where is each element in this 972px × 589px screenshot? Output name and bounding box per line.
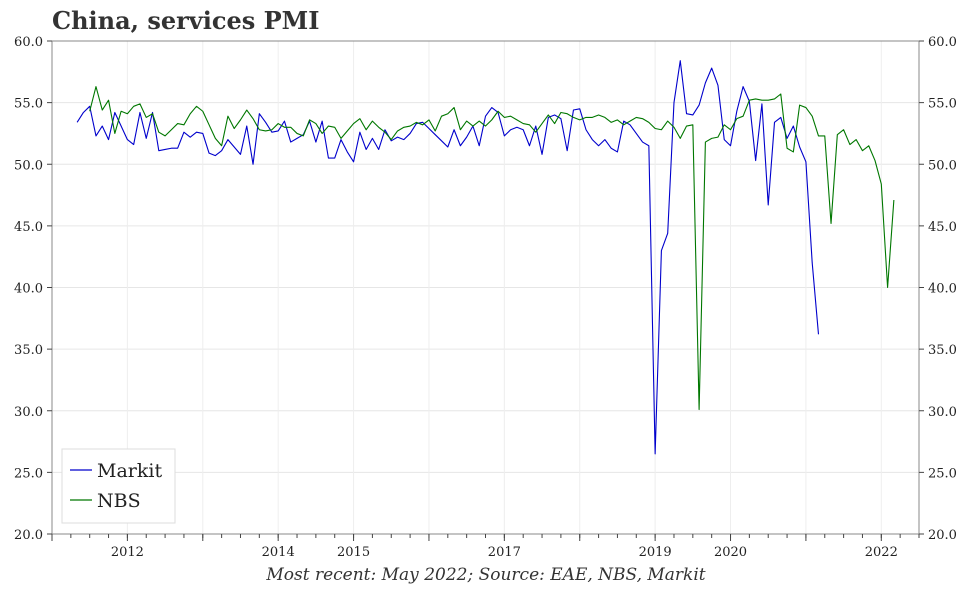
y-axis-left: 20.0 25.0 30.0 35.0 40.0 45.0 50.0 55.0 60.0 [14, 35, 52, 543]
y-tick-label-right: 50.0 [928, 158, 957, 173]
x-tick-label: 2020 [714, 545, 747, 560]
x-axis: 2012 2014 2015 2017 2019 2020 2022 [51, 534, 920, 560]
y-tick-label-right: 55.0 [928, 97, 957, 112]
x-tick-label: 2012 [111, 545, 144, 560]
y-axis-right: 20.0 25.0 30.0 35.0 40.0 45.0 50.0 55.0 60.0 [919, 35, 957, 543]
x-tick-label: 2017 [488, 545, 521, 560]
y-tick-label-right: 35.0 [928, 343, 957, 358]
y-tick-label-left: 35.0 [14, 343, 43, 358]
x-tick-label: 2014 [262, 545, 295, 560]
x-tick-label: 2015 [337, 545, 370, 560]
y-tick-label-left: 60.0 [14, 35, 43, 50]
legend-label-nbs: NBS [97, 490, 141, 512]
y-tick-label-left: 45.0 [14, 220, 43, 235]
y-tick-label-left: 40.0 [14, 282, 43, 297]
y-tick-label-right: 20.0 [928, 528, 957, 543]
y-tick-label-left: 20.0 [14, 528, 43, 543]
grid-lines [52, 40, 919, 535]
y-tick-label-right: 40.0 [928, 282, 957, 297]
series-line-nbs [89, 86, 895, 411]
series-line-markit [76, 60, 820, 455]
legend-box [61, 448, 176, 524]
chart-footer-source: Most recent: May 2022; Source: EAE, NBS,… [266, 565, 706, 585]
y-tick-label-left: 25.0 [14, 466, 43, 481]
y-tick-label-left: 50.0 [14, 158, 43, 173]
y-tick-label-right: 30.0 [928, 405, 957, 420]
x-tick-label: 2019 [639, 545, 672, 560]
y-tick-label-right: 45.0 [928, 220, 957, 235]
y-tick-label-left: 55.0 [14, 97, 43, 112]
legend: Markit NBS [61, 448, 176, 524]
y-tick-label-left: 30.0 [14, 405, 43, 420]
y-tick-label-right: 60.0 [928, 35, 957, 50]
y-tick-label-right: 25.0 [928, 466, 957, 481]
series-lines [76, 60, 895, 455]
legend-label-markit: Markit [97, 460, 162, 482]
x-tick-label: 2022 [865, 545, 898, 560]
chart-title: China, services PMI [52, 6, 320, 35]
